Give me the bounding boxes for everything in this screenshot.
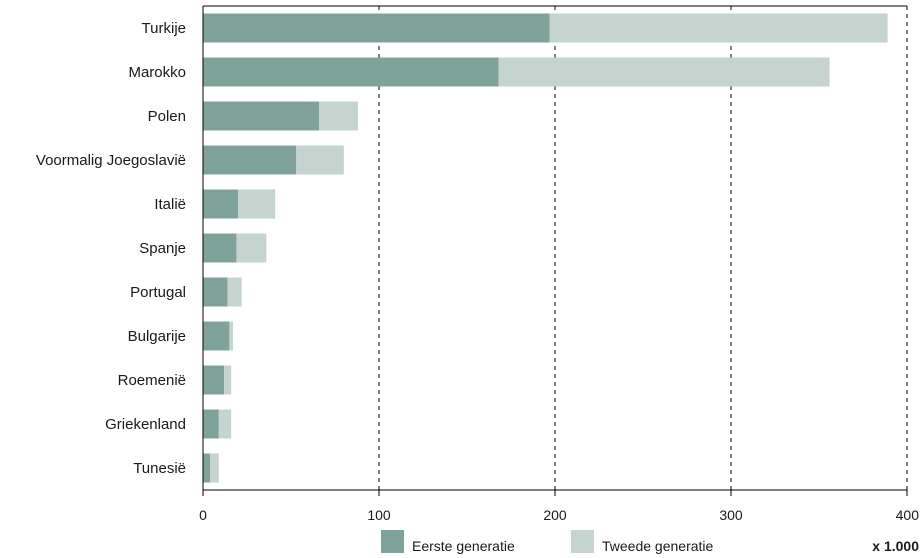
legend-swatch-eerste — [381, 530, 404, 553]
legend-label-eerste: Eerste generatie — [412, 538, 515, 554]
bar-tweede-9 — [218, 409, 232, 439]
bar-tweede-4 — [238, 189, 276, 219]
legend-label-tweede: Tweede generatie — [602, 538, 714, 554]
bar-eerste-0 — [203, 13, 550, 43]
x-tick-label-300: 300 — [719, 507, 743, 523]
x-tick-label-100: 100 — [367, 507, 391, 523]
unit-label: x 1.000 — [872, 538, 919, 554]
bar-eerste-2 — [203, 101, 320, 131]
legend: Eerste generatie Tweede generatie — [381, 530, 714, 554]
bar-tweede-0 — [549, 13, 888, 43]
x-tick-label-0: 0 — [199, 507, 207, 523]
bar-eerste-10 — [203, 453, 211, 483]
bar-tweede-2 — [319, 101, 358, 131]
bar-tweede-8 — [224, 365, 232, 395]
bar-tweede-5 — [236, 233, 267, 263]
bar-eerste-5 — [203, 233, 237, 263]
bar-eerste-3 — [203, 145, 297, 175]
bar-eerste-7 — [203, 321, 230, 351]
category-label: Roemenië — [118, 372, 186, 389]
bar-eerste-9 — [203, 409, 219, 439]
category-label: Marokko — [128, 64, 186, 81]
bar-eerste-1 — [203, 57, 499, 87]
bar-eerste-6 — [203, 277, 228, 307]
bar-tweede-3 — [296, 145, 344, 175]
category-label: Italië — [154, 196, 186, 213]
grid-lines — [378, 6, 908, 490]
category-label: Turkije — [142, 20, 186, 37]
x-tick-label-400: 400 — [896, 507, 920, 523]
category-label: Griekenland — [105, 416, 186, 433]
category-label: Bulgarije — [128, 328, 186, 345]
category-label: Voormalig Joegoslavië — [36, 152, 186, 169]
bar-tweede-7 — [229, 321, 233, 351]
bar-tweede-6 — [227, 277, 242, 307]
category-label: Polen — [148, 108, 186, 125]
legend-swatch-tweede — [571, 530, 594, 553]
category-label: Tunesië — [133, 460, 186, 477]
bar-eerste-8 — [203, 365, 225, 395]
category-label: Portugal — [130, 284, 186, 301]
bars — [203, 13, 888, 483]
category-labels: Turkije Marokko Polen Voormalig Joegoslavië… — [36, 20, 186, 477]
bar-eerste-4 — [203, 189, 239, 219]
x-tick-label-200: 200 — [543, 507, 567, 523]
bar-tweede-10 — [210, 453, 219, 483]
category-label: Spanje — [139, 240, 186, 257]
bar-tweede-1 — [498, 57, 830, 87]
x-ticks: 0 100 200 300 400 — [199, 490, 919, 523]
